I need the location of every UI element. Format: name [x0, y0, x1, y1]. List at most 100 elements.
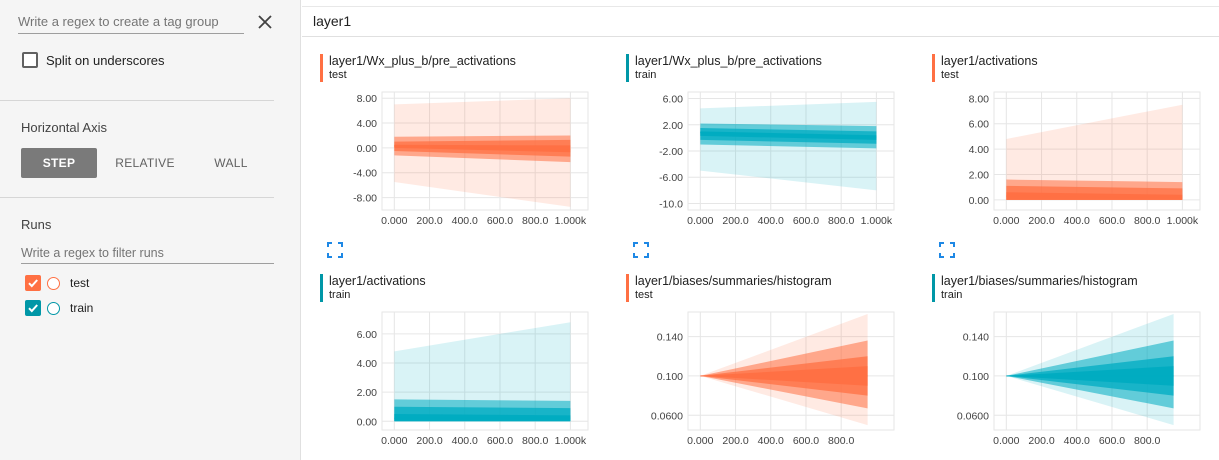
checkmark-icon	[28, 304, 38, 313]
histogram-card: layer1/Wx_plus_b/pre_activations train 6…	[626, 54, 916, 258]
tag-group-header[interactable]: layer1	[302, 6, 1219, 37]
y-tick-label: 0.100	[657, 371, 683, 383]
x-tick-label: 600.0	[1099, 215, 1125, 227]
x-tick-label: 800.0	[522, 215, 548, 227]
y-tick-label: -10.0	[659, 198, 683, 210]
x-tick-label: 200.0	[722, 215, 748, 227]
y-tick-label: 8.00	[357, 93, 378, 105]
run-color-bar	[320, 54, 323, 82]
y-tick-label: 4.00	[357, 358, 378, 370]
expand-icon[interactable]	[633, 242, 649, 258]
run-train-checkbox[interactable]	[25, 300, 41, 316]
x-tick-label: 800.0	[1134, 215, 1160, 227]
x-tick-label: 1.000k	[861, 215, 893, 227]
checkmark-icon	[28, 279, 38, 288]
expand-icon[interactable]	[939, 242, 955, 258]
run-color-bar	[626, 274, 629, 302]
axis-wall-button[interactable]: WALL	[214, 156, 248, 170]
x-tick-label: 0.000	[381, 215, 407, 227]
x-tick-label: 200.0	[722, 435, 748, 447]
horizontal-axis-title: Horizontal Axis	[21, 120, 107, 135]
percentile-band	[394, 322, 571, 422]
x-tick-label: 1.000k	[555, 215, 587, 227]
axis-step-button[interactable]: STEP	[21, 148, 97, 178]
percentile-band	[394, 413, 571, 422]
y-tick-label: -4.00	[353, 168, 377, 180]
run-color-bar	[932, 54, 935, 82]
card-run-label: test	[941, 69, 959, 81]
median-line	[700, 132, 877, 138]
x-tick-label: 400.0	[1064, 215, 1090, 227]
y-tick-label: 2.00	[969, 169, 990, 181]
y-tick-label: 6.00	[969, 119, 990, 131]
divider	[0, 197, 274, 198]
y-tick-label: 0.140	[657, 332, 683, 344]
card-title: layer1/biases/summaries/histogram	[635, 274, 832, 288]
x-tick-label: 400.0	[452, 215, 478, 227]
checkbox-unchecked-icon[interactable]	[22, 52, 38, 68]
median-line	[394, 145, 571, 151]
split-on-underscores-checkbox[interactable]: Split on underscores	[22, 52, 165, 68]
percentile-band	[1006, 104, 1183, 200]
card-run-label: test	[635, 289, 653, 301]
split-on-underscores-label: Split on underscores	[46, 52, 165, 68]
main-panel: layer1 layer1/Wx_plus_b/pre_activations …	[302, 0, 1219, 460]
x-tick-label: 600.0	[793, 435, 819, 447]
histogram-card: layer1/activations test 8.00 6.00 4.00 2.00…	[932, 54, 1219, 258]
percentile-band	[1006, 192, 1183, 200]
y-tick-label: -8.00	[353, 193, 377, 205]
run-test-checkbox[interactable]	[25, 275, 41, 291]
histogram-chart: 8.00 4.00 0.00 -4.00 -8.00 0.000 200.0 400.0 600…	[353, 91, 589, 227]
x-tick-label: 400.0	[1064, 435, 1090, 447]
x-tick-label: 200.0	[416, 435, 442, 447]
histogram-chart: 6.00 2.00 -2.00 -6.00 -10.0 0.000 200.0 400.0 60…	[659, 91, 895, 227]
x-tick-label: 800.0	[828, 215, 854, 227]
card-title: layer1/activations	[941, 54, 1038, 68]
close-icon[interactable]	[254, 11, 276, 33]
x-tick-label: 400.0	[758, 435, 784, 447]
x-tick-label: 0.000	[381, 435, 407, 447]
y-tick-label: 0.00	[357, 416, 378, 428]
run-row-train: train	[25, 300, 93, 316]
y-tick-label: 4.00	[969, 144, 990, 156]
run-row-test: test	[25, 275, 89, 291]
x-tick-label: 400.0	[452, 435, 478, 447]
y-tick-label: 0.140	[963, 332, 989, 344]
x-tick-label: 600.0	[487, 435, 513, 447]
card-run-label: train	[635, 69, 657, 81]
y-tick-label: 6.00	[357, 329, 378, 341]
tag-group-title: layer1	[313, 13, 352, 29]
histogram-card: layer1/biases/summaries/histogram test 0…	[626, 274, 916, 460]
card-title: layer1/Wx_plus_b/pre_activations	[635, 54, 822, 68]
y-tick-label: -6.00	[659, 172, 683, 184]
run-test-color-circle[interactable]	[47, 276, 60, 290]
x-tick-label: 200.0	[416, 215, 442, 227]
card-title: layer1/biases/summaries/histogram	[941, 274, 1138, 288]
run-test-label: test	[70, 276, 90, 290]
run-train-color-circle[interactable]	[47, 301, 60, 315]
x-tick-label: 400.0	[758, 215, 784, 227]
tag-group-regex-input[interactable]	[18, 10, 244, 34]
histogram-card: layer1/activations train 6.00 4.00 2.00 0.0…	[320, 274, 610, 460]
x-tick-label: 0.000	[687, 435, 713, 447]
y-tick-label: 0.00	[969, 195, 990, 207]
expand-icon[interactable]	[327, 242, 343, 258]
x-tick-label: 0.000	[993, 435, 1019, 447]
run-color-bar	[320, 274, 323, 302]
card-run-label: train	[329, 289, 351, 301]
y-tick-label: 8.00	[969, 93, 990, 105]
x-tick-label: 1.000k	[1167, 215, 1199, 227]
y-tick-label: -2.00	[659, 146, 683, 158]
x-tick-label: 800.0	[1134, 435, 1160, 447]
x-tick-label: 1.000k	[555, 435, 587, 447]
divider	[0, 100, 274, 101]
axis-relative-button[interactable]: RELATIVE	[115, 156, 175, 170]
histogram-card: layer1/Wx_plus_b/pre_activations test 8.…	[320, 54, 610, 258]
card-title: layer1/Wx_plus_b/pre_activations	[329, 54, 516, 68]
card-run-label: test	[329, 69, 347, 81]
histogram-chart: 8.00 6.00 4.00 2.00 0.000.000 200.0 400.0 600.0…	[969, 91, 1201, 227]
median-line	[1006, 195, 1183, 198]
x-tick-label: 200.0	[1028, 215, 1054, 227]
x-tick-label: 200.0	[1028, 435, 1054, 447]
runs-regex-input[interactable]	[21, 242, 274, 264]
